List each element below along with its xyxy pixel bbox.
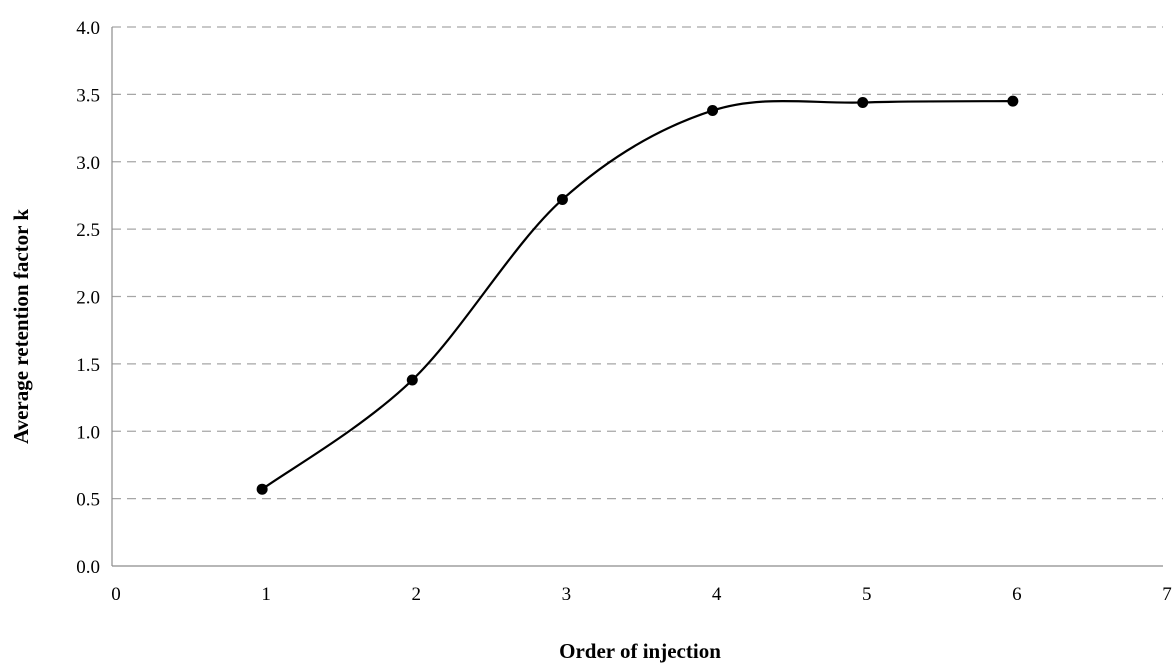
x-tick-label: 1 [261, 584, 271, 605]
y-tick-label: 4.0 [76, 18, 100, 39]
x-tick-labels: 0 1 2 3 4 5 6 7 [111, 584, 1172, 605]
gridlines [112, 26, 1163, 500]
x-axis-title: Order of injection [559, 639, 721, 663]
data-point [1007, 95, 1019, 107]
data-point [707, 105, 719, 117]
data-point [857, 96, 869, 108]
x-tick-label: 3 [562, 584, 572, 605]
data-point [556, 193, 568, 205]
x-tick-label: 6 [1012, 584, 1022, 605]
x-tick-label: 0 [111, 584, 121, 605]
y-tick-label: 2.5 [76, 220, 100, 241]
x-tick-label: 5 [862, 584, 872, 605]
y-tick-label: 0.5 [76, 490, 100, 511]
y-tick-label: 3.5 [76, 85, 100, 106]
data-series [256, 95, 1019, 495]
axes [111, 27, 1163, 567]
y-axis-title: Average retention factor k [9, 209, 33, 444]
data-point [256, 483, 268, 495]
y-tick-labels: 0.0 0.5 1.0 1.5 2.0 2.5 3.0 3.5 4.0 [76, 18, 100, 578]
x-tick-label: 7 [1162, 584, 1172, 605]
x-tick-label: 4 [712, 584, 722, 605]
y-tick-label: 1.0 [76, 422, 100, 443]
y-tick-label: 0.0 [76, 557, 100, 578]
y-tick-label: 2.0 [76, 288, 100, 309]
x-tick-label: 2 [412, 584, 422, 605]
series-line [261, 99, 1013, 491]
y-tick-label: 3.0 [76, 153, 100, 174]
data-point [406, 374, 418, 386]
y-tick-label: 1.5 [76, 355, 100, 376]
